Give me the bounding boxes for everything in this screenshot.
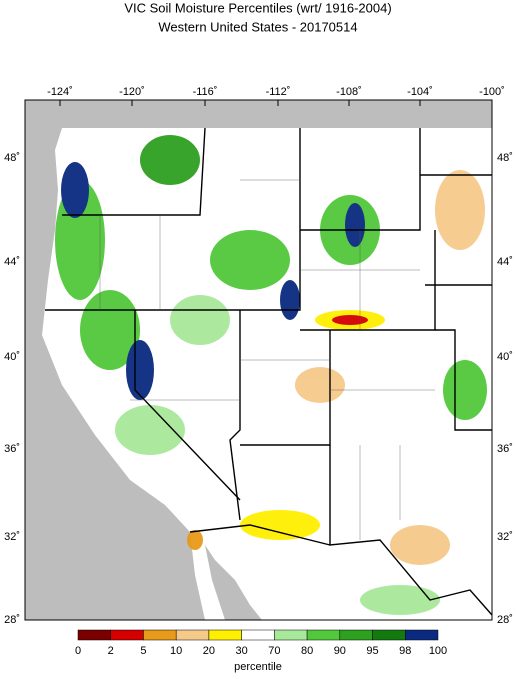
colorbar-label: 2 xyxy=(108,645,114,657)
axis-labels: -124˚ -120˚ -116˚ -112˚ -108˚ -104˚ -100˚ 48˚ 48… xyxy=(4,86,513,626)
colorbar-swatch xyxy=(405,629,439,641)
colorbar-label: 70 xyxy=(268,645,280,657)
lat-label-right: 48˚ xyxy=(497,152,513,164)
lon-label: -104˚ xyxy=(407,86,433,98)
county-lines xyxy=(99,179,435,540)
colorbar-label: 20 xyxy=(203,645,215,657)
colorbar-label: 30 xyxy=(236,645,248,657)
colorbar-label: 100 xyxy=(429,645,447,657)
lon-label: -120˚ xyxy=(119,86,145,98)
lat-label-left: 48˚ xyxy=(4,152,20,164)
lat-label-right: 36˚ xyxy=(497,443,513,455)
colorbar-swatch xyxy=(77,629,111,641)
colorbar-swatch xyxy=(143,629,177,641)
colorbar-label: 95 xyxy=(366,645,378,657)
colorbar-swatch xyxy=(306,629,341,641)
lat-label-left: 28˚ xyxy=(4,614,20,626)
lat-label-right: 40˚ xyxy=(497,351,513,363)
colorbar-swatch xyxy=(175,629,210,641)
colorbar-label: 90 xyxy=(334,645,346,657)
lon-label: -112˚ xyxy=(266,86,291,98)
title: VIC Soil Moisture Percentiles (wrt/ 1916… xyxy=(124,0,391,15)
map-outline xyxy=(24,99,493,621)
lon-label: -108˚ xyxy=(336,86,362,98)
colorbar: 0 2 5 10 20 30 70 80 90 95 98 100 xyxy=(75,629,447,657)
lat-label-left: 36˚ xyxy=(4,443,20,455)
colorbar-label: 5 xyxy=(140,645,146,657)
colorbar-swatch xyxy=(208,629,242,641)
lat-label-right: 44˚ xyxy=(497,256,513,268)
lat-label-left: 32˚ xyxy=(4,531,20,543)
state-borders xyxy=(45,127,493,616)
lon-label: -100˚ xyxy=(479,86,505,98)
lon-label: -124˚ xyxy=(47,86,73,98)
colorbar-label: 10 xyxy=(170,645,182,657)
colorbar-label: 98 xyxy=(399,645,411,657)
lon-label: -116˚ xyxy=(193,86,218,98)
lat-label-left: 40˚ xyxy=(4,351,20,363)
colorbar-swatch xyxy=(372,629,406,641)
colorbar-label: 0 xyxy=(75,645,81,657)
colorbar-swatch xyxy=(339,629,373,641)
lat-label-left: 44˚ xyxy=(4,256,20,268)
subtitle: Western United States - 20170514 xyxy=(158,19,357,34)
baja xyxy=(190,532,225,620)
colorbar-swatch xyxy=(274,629,308,641)
colorbar-label: 80 xyxy=(301,645,313,657)
lat-label-right: 32˚ xyxy=(497,531,513,543)
lat-label-right: 28˚ xyxy=(497,614,513,626)
colorbar-swatch xyxy=(110,629,144,641)
colorbar-title: percentile xyxy=(234,661,282,673)
map xyxy=(24,99,493,621)
colorbar-swatch xyxy=(241,629,275,641)
land xyxy=(42,128,492,620)
